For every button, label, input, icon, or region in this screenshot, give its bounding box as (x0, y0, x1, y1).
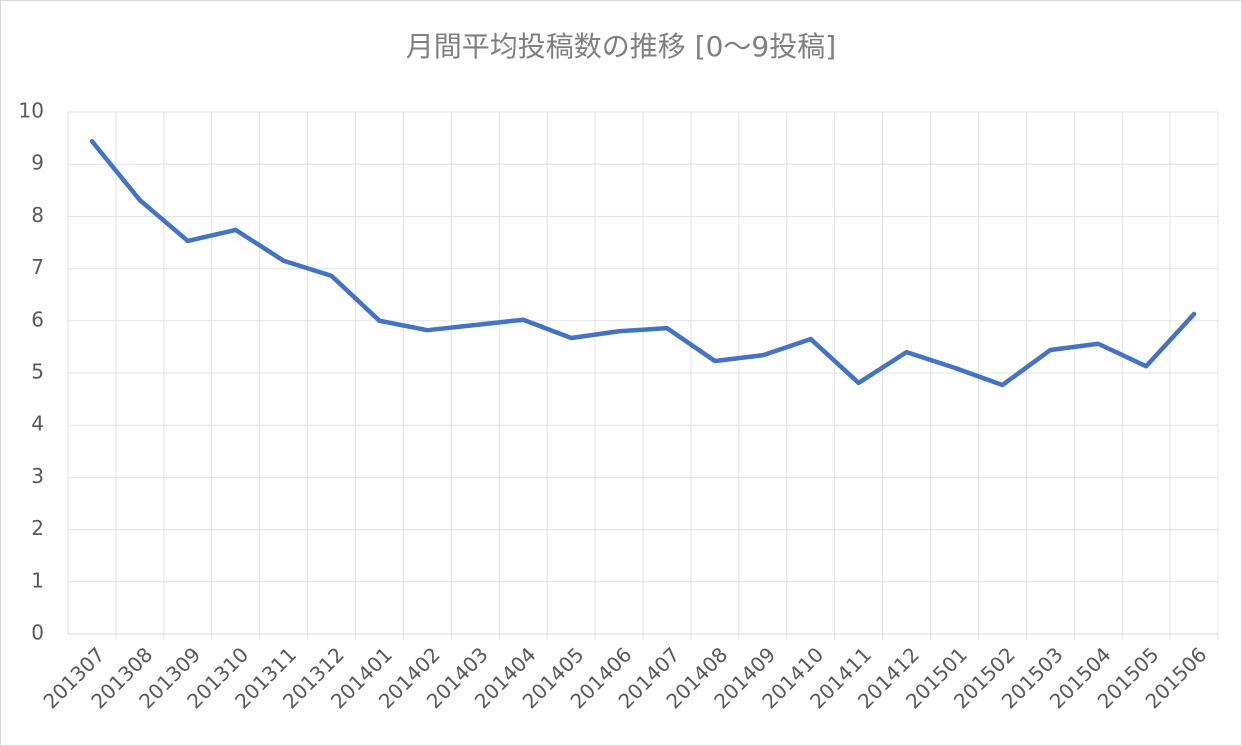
y-tick-label: 8 (31, 203, 44, 227)
y-tick-label: 7 (31, 255, 44, 279)
y-tick-label: 5 (31, 360, 44, 384)
y-tick-label: 1 (31, 568, 44, 592)
y-tick-label: 6 (31, 307, 44, 331)
y-tick-label: 3 (31, 464, 44, 488)
data-line (89, 138, 1197, 388)
y-tick-label: 2 (31, 516, 44, 540)
y-tick-label: 0 (31, 621, 44, 645)
y-tick-label: 10 (19, 99, 44, 123)
y-tick-label: 9 (31, 151, 44, 175)
y-tick-label: 4 (31, 412, 44, 436)
chart-title: 月間平均投稿数の推移 [0～9投稿] (406, 30, 836, 63)
